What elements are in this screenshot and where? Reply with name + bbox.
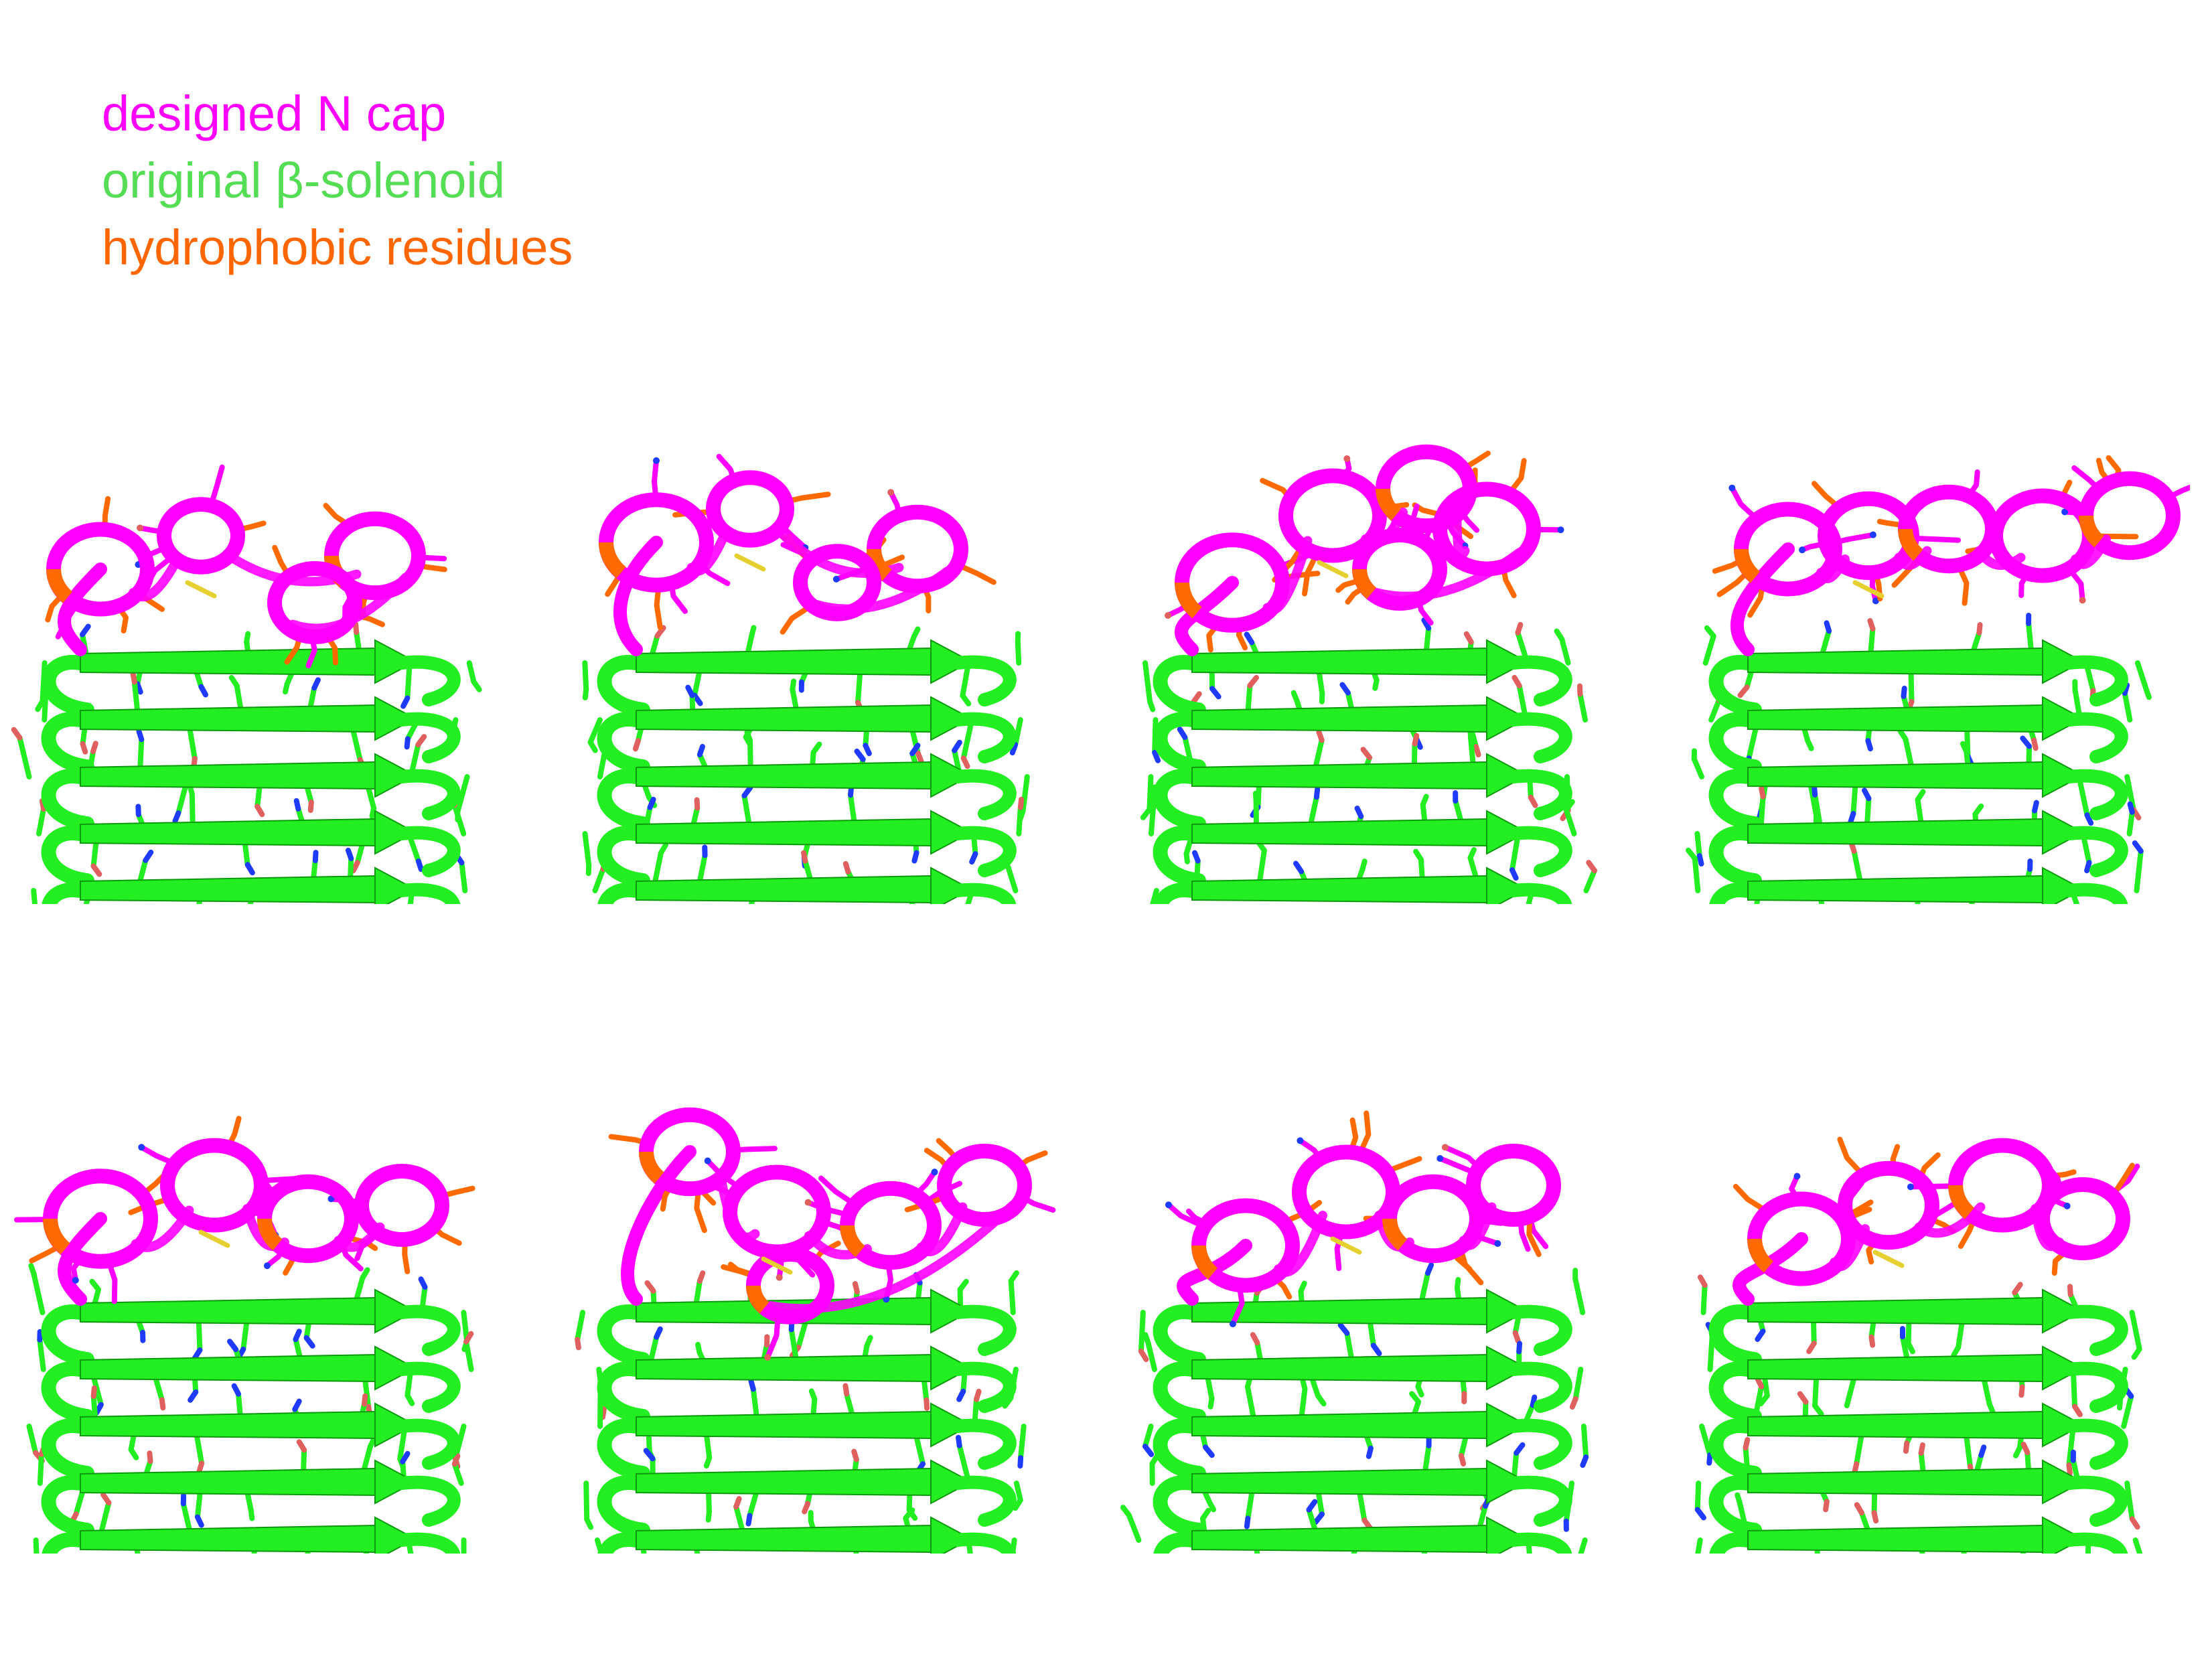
structure-panel-2 — [556, 315, 1078, 904]
protein-structure-icon — [0, 964, 522, 1554]
structure-panel-5 — [0, 964, 522, 1554]
protein-structure-icon — [556, 964, 1078, 1554]
protein-structure-icon — [1668, 315, 2190, 904]
protein-structure-icon — [0, 315, 522, 904]
protein-structure-icon — [1112, 315, 1634, 904]
protein-structure-icon — [1112, 964, 1634, 1554]
structure-panel-1 — [0, 315, 522, 904]
structure-panel-3 — [1112, 315, 1634, 904]
structure-panel-4 — [1668, 315, 2190, 904]
protein-structure-icon — [556, 315, 1078, 904]
structure-panel-8 — [1668, 964, 2190, 1554]
structure-panel-6 — [556, 964, 1078, 1554]
protein-structure-icon — [1668, 964, 2190, 1554]
structure-panel-7 — [1112, 964, 1634, 1554]
